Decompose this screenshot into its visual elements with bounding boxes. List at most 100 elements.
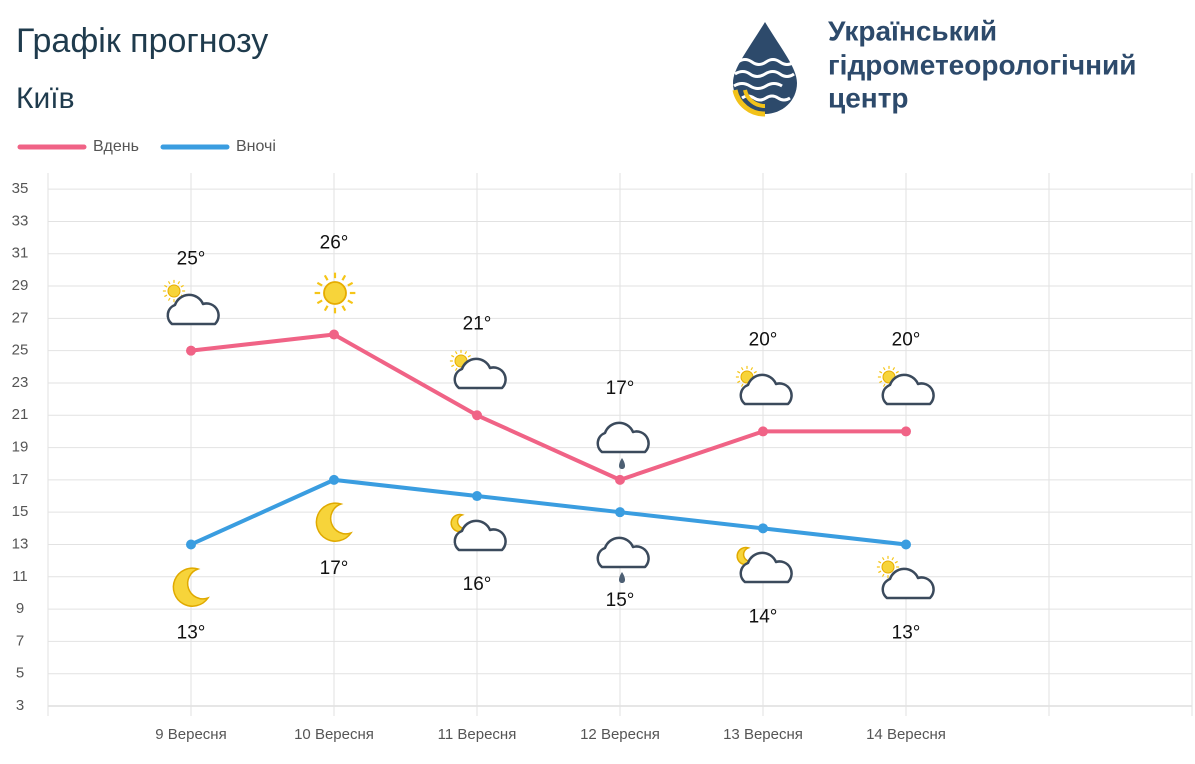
- cloud-icon: [453, 519, 507, 552]
- logo: Український гідрометеорологічний центр: [732, 15, 1136, 117]
- x-tick-label: 13 Вересня: [723, 726, 803, 743]
- data-label: 13°: [177, 623, 206, 644]
- sun-ray: [740, 367, 744, 371]
- sun-ray: [454, 351, 458, 355]
- moon-icon: [172, 567, 210, 607]
- data-label: 20°: [892, 329, 921, 350]
- y-tick-label: 19: [12, 439, 29, 456]
- sun-ray: [341, 274, 347, 281]
- data-point: [758, 523, 768, 534]
- y-tick-label: 23: [12, 374, 29, 391]
- y-tick-label: 3: [16, 697, 24, 714]
- weather-icons: [162, 272, 935, 607]
- y-tick-label: 25: [12, 342, 29, 359]
- data-label: 25°: [177, 249, 206, 270]
- sun-ray: [347, 281, 354, 287]
- logo-text: гідрометеорологічний: [828, 49, 1136, 80]
- x-tick-label: 11 Вересня: [438, 726, 517, 743]
- sun-ray: [167, 281, 171, 285]
- data-label: 20°: [749, 329, 778, 350]
- page-title: Графік прогнозу: [16, 22, 268, 60]
- rain-drop: [619, 572, 625, 583]
- x-tick-label: 12 Вересня: [580, 726, 660, 743]
- y-tick-label: 7: [16, 632, 24, 649]
- sun-ray: [341, 305, 347, 312]
- sun-ray: [323, 274, 329, 281]
- y-tick-label: 33: [12, 212, 29, 229]
- sun-disc: [167, 284, 181, 298]
- sun-ray: [879, 380, 883, 384]
- y-tick-label: 27: [12, 309, 29, 326]
- sun-ray: [467, 354, 471, 358]
- city-name: Київ: [16, 82, 75, 115]
- sun-ray: [740, 383, 744, 387]
- sun-ray: [891, 557, 895, 561]
- data-label: 16°: [463, 574, 492, 595]
- legend-label: Вночі: [236, 138, 276, 155]
- data-label: 26°: [320, 233, 349, 254]
- legend-label: Вдень: [93, 138, 139, 155]
- sun-ray: [451, 364, 455, 368]
- data-label: 14°: [749, 606, 778, 627]
- y-tick-label: 17: [12, 471, 29, 488]
- series-line: [190, 332, 906, 482]
- sun-ray: [895, 370, 899, 374]
- x-tick-label: 10 Вересня: [294, 726, 374, 743]
- sun-ray: [892, 367, 896, 371]
- cloud-icon: [739, 551, 793, 584]
- sun-ray: [451, 354, 455, 358]
- logo-text: центр: [828, 82, 909, 113]
- y-tick-label: 5: [16, 665, 24, 682]
- sun-ray: [164, 284, 168, 288]
- rain-drop: [619, 458, 625, 469]
- y-tick-label: 31: [12, 245, 29, 262]
- sun-ray: [737, 370, 741, 374]
- data-point: [901, 539, 911, 550]
- sun-ray: [464, 351, 468, 355]
- sun-ray: [180, 284, 184, 288]
- sun-disc: [881, 560, 895, 574]
- data-label: 21°: [463, 313, 492, 334]
- cloud-icon: [596, 421, 650, 454]
- sun-ray: [882, 367, 886, 371]
- sun-ray: [881, 557, 885, 561]
- sun-ray: [750, 367, 754, 371]
- series-line: [190, 477, 907, 547]
- sun-ray: [316, 299, 323, 305]
- data-point: [615, 507, 625, 518]
- data-label: 13°: [892, 623, 921, 644]
- sun-ray: [454, 367, 458, 371]
- y-tick-label: 13: [12, 535, 29, 552]
- data-point: [472, 491, 482, 502]
- sun-ray: [882, 383, 886, 387]
- sun-ray: [878, 570, 882, 574]
- sun-ray: [177, 281, 181, 285]
- sun-ray: [316, 281, 323, 287]
- y-tick-label: 29: [12, 277, 29, 294]
- x-tick-label: 14 Вересня: [866, 726, 946, 743]
- cloud-icon: [453, 357, 507, 390]
- sun-ray: [753, 370, 757, 374]
- sun-ray: [164, 294, 168, 298]
- sun-ray: [167, 297, 171, 301]
- y-tick-label: 9: [16, 600, 24, 617]
- sun-ray: [894, 560, 898, 564]
- sun-ray: [881, 573, 885, 577]
- plot: 25° 26° 21° 17° 20° 20° 13° 17° 16° 15° 14° 13°: [177, 233, 921, 644]
- sun-disc: [323, 281, 347, 305]
- data-point: [615, 474, 625, 485]
- data-point: [186, 539, 196, 550]
- sun-ray: [347, 299, 354, 305]
- cloud-icon: [166, 293, 220, 326]
- data-point: [472, 410, 482, 421]
- y-tick-label: 11: [12, 568, 28, 585]
- sun-ray: [737, 380, 741, 384]
- cloud-icon: [881, 373, 935, 406]
- cloud-icon: [881, 567, 935, 600]
- sun-ray: [323, 305, 329, 312]
- y-tick-label: 35: [12, 180, 29, 197]
- x-tick-label: 9 Вересня: [155, 726, 226, 743]
- data-point: [329, 474, 339, 485]
- data-label: 15°: [606, 590, 635, 611]
